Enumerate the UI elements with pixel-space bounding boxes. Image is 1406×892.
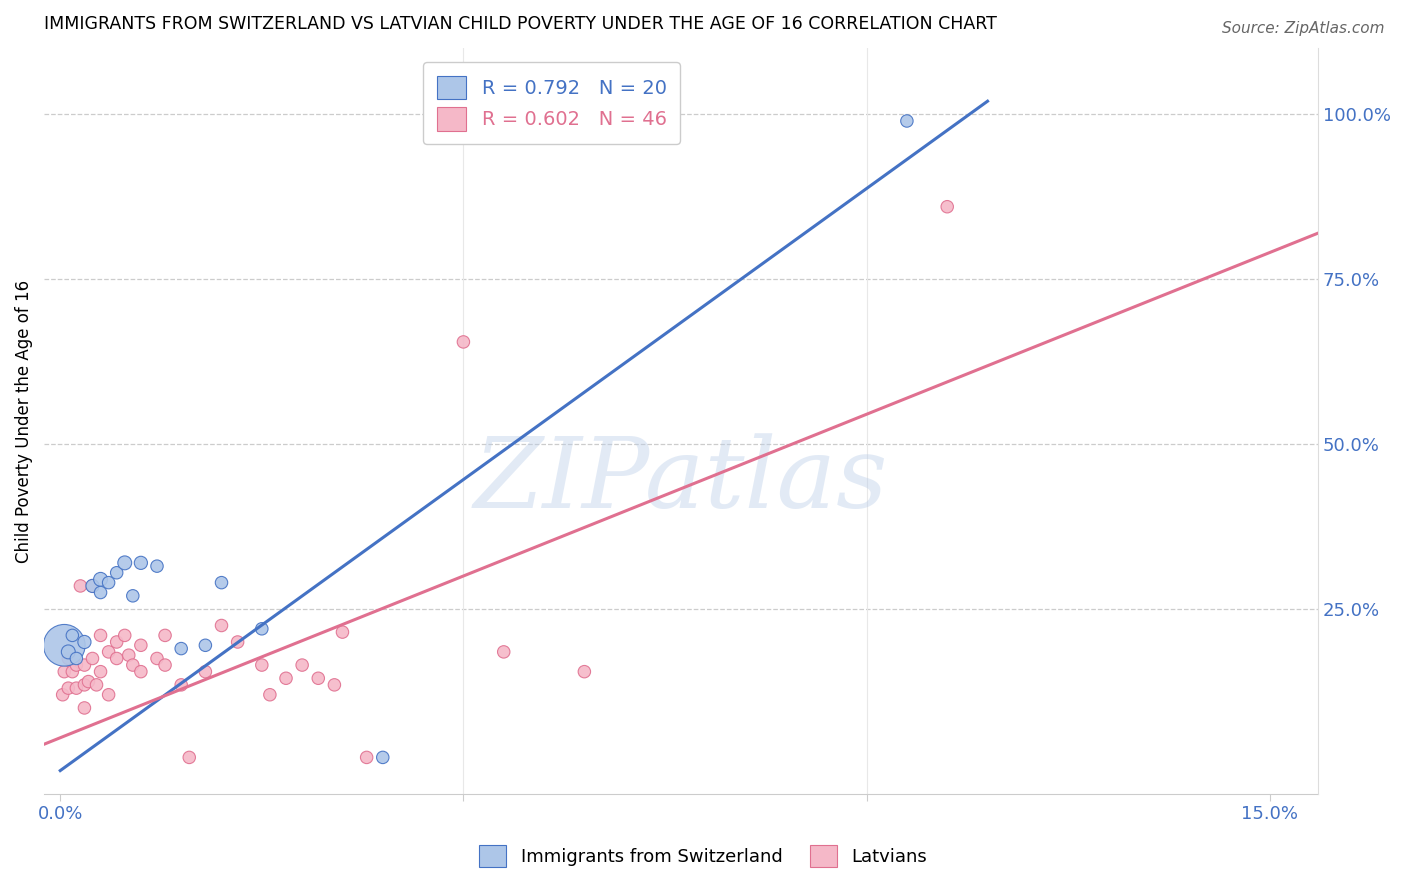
Text: ZIPatlas: ZIPatlas (474, 433, 889, 528)
Point (53, 665, 76, 679)
Point (105, 566, 128, 580)
Point (574, 665, 596, 679)
Point (58, 651, 80, 665)
Point (73, 635, 96, 649)
Point (250, 658, 273, 673)
Point (60, 628, 83, 642)
Text: IMMIGRANTS FROM SWITZERLAND VS LATVIAN CHILD POVERTY UNDER THE AGE OF 16 CORRELA: IMMIGRANTS FROM SWITZERLAND VS LATVIAN C… (44, 15, 997, 33)
Point (65, 651, 87, 665)
Point (153, 628, 176, 642)
Point (129, 665, 152, 679)
Point (73, 658, 96, 673)
Point (453, 334, 475, 349)
Point (211, 575, 233, 590)
Legend: R = 0.792   N = 20, R = 0.602   N = 46: R = 0.792 N = 20, R = 0.602 N = 46 (423, 62, 681, 145)
Point (896, 114, 918, 128)
Point (69, 579, 91, 593)
Text: Source: ZipAtlas.com: Source: ZipAtlas.com (1222, 21, 1385, 36)
Point (118, 648, 141, 663)
Point (129, 638, 152, 652)
Point (259, 688, 281, 702)
Point (58, 645, 80, 659)
Point (60, 665, 83, 679)
Point (250, 622, 273, 636)
Point (73, 701, 96, 715)
Point (936, 200, 959, 214)
Point (58, 681, 80, 695)
Point (226, 635, 249, 649)
Point (153, 658, 176, 673)
Point (170, 678, 193, 692)
Point (65, 681, 87, 695)
Point (211, 618, 233, 632)
Point (179, 750, 201, 764)
Point (82, 579, 104, 593)
Point (194, 665, 217, 679)
Point (105, 651, 128, 665)
Point (121, 589, 143, 603)
Point (97, 688, 120, 702)
Point (146, 651, 169, 665)
Point (65, 658, 87, 673)
Point (82, 579, 104, 593)
Point (53, 638, 76, 652)
Point (194, 638, 217, 652)
Point (129, 556, 152, 570)
Point (86, 678, 108, 692)
Point (73, 678, 96, 692)
Point (170, 641, 193, 656)
Point (492, 645, 515, 659)
Point (307, 671, 329, 685)
Point (323, 678, 346, 692)
Point (114, 556, 136, 570)
Point (114, 628, 136, 642)
Point (90, 665, 112, 679)
Point (52, 688, 75, 702)
Point (121, 658, 143, 673)
Point (97, 575, 120, 590)
Legend: Immigrants from Switzerland, Latvians: Immigrants from Switzerland, Latvians (472, 838, 934, 874)
Y-axis label: Child Poverty Under the Age of 16: Child Poverty Under the Age of 16 (15, 279, 32, 563)
Point (274, 671, 297, 685)
Point (146, 559, 169, 574)
Point (332, 625, 354, 640)
Point (90, 628, 112, 642)
Point (90, 585, 112, 599)
Point (105, 635, 128, 649)
Point (90, 572, 112, 586)
Point (77, 674, 100, 689)
Point (97, 645, 120, 659)
Point (371, 750, 394, 764)
Point (82, 651, 104, 665)
Point (291, 658, 314, 673)
Point (356, 750, 378, 764)
